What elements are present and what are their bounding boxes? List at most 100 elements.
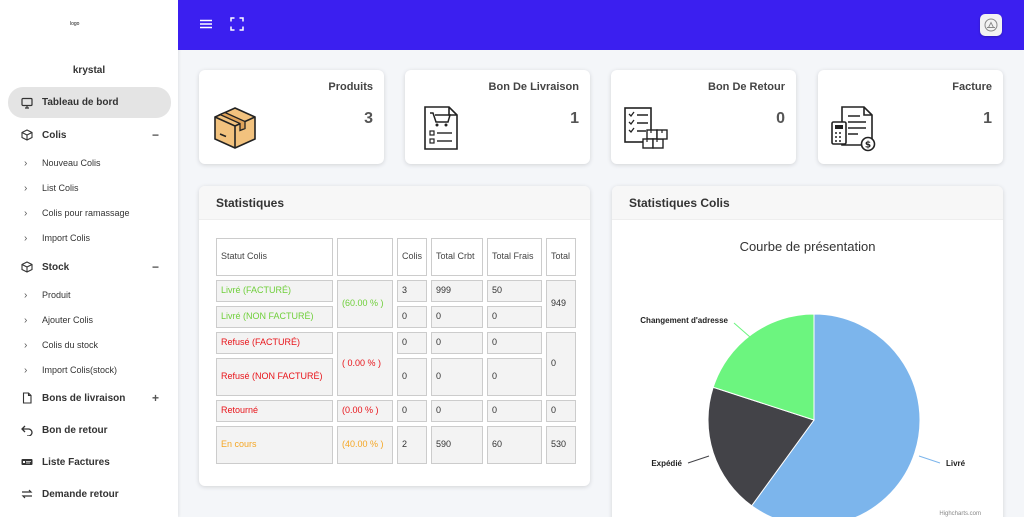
chevron-right-icon: ›: [24, 364, 28, 376]
status-retourne: Retourné: [216, 400, 333, 422]
expand-icon[interactable]: +: [151, 391, 159, 405]
cell-frais: 0: [487, 358, 543, 396]
cell-frais: 0: [487, 306, 543, 328]
pie-slice-changement-d-adresse[interactable]: [712, 313, 815, 421]
sidebar-item-label: Stock: [42, 261, 70, 273]
cell-crbt: 0: [431, 400, 484, 422]
card-value: 1: [983, 110, 992, 127]
chart-title: Courbe de présentation: [739, 239, 876, 254]
pie-connector: [733, 322, 751, 338]
cardboard-box-icon: [214, 107, 256, 149]
sidebar-subitem-nouveau-colis[interactable]: › Nouveau Colis: [8, 152, 171, 174]
cell-total: 0: [546, 332, 577, 396]
pie-connector: [918, 455, 941, 464]
box-icon: [20, 129, 34, 141]
sidebar-item-bon-retour[interactable]: Bon de retour: [8, 416, 171, 444]
header-total-crbt: Total Crbt: [431, 238, 484, 276]
pie-label: Expédié: [651, 459, 682, 468]
sidebar-subitem-produit[interactable]: › Produit: [8, 284, 171, 306]
cell-frais: 0: [487, 400, 543, 422]
card-bon-retour[interactable]: Bon De Retour 0: [611, 70, 796, 164]
checklist-boxes-icon: [624, 107, 668, 149]
cell-crbt: 590: [431, 426, 484, 464]
file-icon: [20, 392, 34, 404]
pie-slice-livr-[interactable]: [750, 313, 921, 517]
status-refuse-non-facture: Refusé (NON FACTURÉ): [216, 358, 333, 396]
sidebar-item-demande-retour[interactable]: Demande retour: [8, 480, 171, 508]
undo-arrow-icon: [20, 424, 34, 436]
cell-crbt: 0: [431, 306, 484, 328]
pie-chart: Livré Expédié Changement d'adresse: [640, 313, 966, 517]
panel-title: Statistiques: [216, 196, 285, 210]
cell-colis: 2: [397, 426, 428, 464]
percentage-livre: (60.00 % ): [337, 280, 393, 328]
card-title: Facture: [952, 81, 992, 93]
pie-label: Changement d'adresse: [640, 316, 728, 325]
cell-frais: 60: [487, 426, 543, 464]
fullscreen-icon[interactable]: [229, 16, 245, 32]
sidebar-subitem-list-colis[interactable]: › List Colis: [8, 177, 171, 199]
sidebar-item-dashboard[interactable]: Tableau de bord: [8, 87, 171, 118]
pie-slice-exp-di-[interactable]: [707, 386, 815, 507]
table-row: Refusé (FACTURÉ) ( 0.00 % ) 0 0 0 0: [216, 332, 577, 396]
status-livre-non-facture: Livré (NON FACTURÉ): [216, 306, 333, 328]
sidebar-item-label: Colis pour ramassage: [42, 208, 130, 218]
sidebar-item-stock[interactable]: Stock −: [8, 253, 171, 281]
header-total: Total: [546, 238, 577, 276]
chart-credits[interactable]: Highcharts.com: [939, 511, 981, 517]
table-row: Livré (FACTURÉ) (60.00 % ) 3 999 50 949: [216, 280, 577, 328]
sidebar-subitem-import-colis[interactable]: › Import Colis: [8, 227, 171, 249]
sidebar-subitem-ajouter-colis[interactable]: › Ajouter Colis: [8, 309, 171, 331]
sidebar: logo krystal Tableau de bord Colis − › No…: [0, 0, 178, 517]
exchange-icon: [20, 488, 34, 500]
collapse-icon[interactable]: −: [151, 128, 159, 142]
card-title: Bon De Livraison: [488, 81, 579, 93]
sidebar-item-label: Colis du stock: [42, 340, 99, 350]
sidebar-item-label: Import Colis: [42, 233, 91, 243]
sidebar-item-liste-factures[interactable]: Liste Factures: [8, 448, 171, 476]
sidebar-item-label: Import Colis(stock): [42, 365, 118, 375]
sidebar-item-label: Bon de retour: [42, 424, 108, 436]
card-value: 1: [570, 110, 579, 127]
card-value: 0: [776, 110, 785, 127]
table-header-row: Statut Colis Colis Total Crbt Total Frai…: [216, 238, 577, 276]
statistiques-table: Statut Colis Colis Total Crbt Total Frai…: [212, 234, 580, 468]
chevron-right-icon: ›: [24, 289, 28, 301]
sidebar-item-bons-livraison[interactable]: Bons de livraison +: [8, 384, 171, 412]
table-row: Retourné (0.00 % ) 0 0 0 0: [216, 400, 577, 422]
card-produits[interactable]: Produits 3: [199, 70, 384, 164]
collapse-icon[interactable]: −: [151, 260, 159, 274]
sidebar-item-colis[interactable]: Colis −: [8, 121, 171, 149]
invoice-calculator-icon: $: [831, 106, 876, 152]
sidebar-subitem-import-colis-stock[interactable]: › Import Colis(stock): [8, 359, 171, 381]
cell-colis: 0: [397, 400, 428, 422]
card-bon-livraison[interactable]: Bon De Livraison 1: [405, 70, 590, 164]
header-statut: Statut Colis: [216, 238, 333, 276]
menu-toggle-icon[interactable]: [198, 16, 214, 32]
sidebar-item-label: Ajouter Colis: [42, 315, 94, 325]
status-livre-facture: Livré (FACTURÉ): [216, 280, 333, 302]
svg-text:$: $: [865, 141, 871, 151]
table-row: Refusé (NON FACTURÉ) 0 0 0: [216, 358, 576, 396]
table-row: Livré (NON FACTURÉ) 0 0 0: [216, 306, 576, 328]
percentage-refuse: ( 0.00 % ): [337, 332, 393, 396]
table-row: En cours (40.00 % ) 2 590 60 530: [216, 426, 577, 464]
pie-label: Livré: [946, 459, 966, 468]
chevron-right-icon: ›: [24, 339, 28, 351]
sidebar-item-label: List Colis: [42, 183, 79, 193]
header-colis: Colis: [397, 238, 428, 276]
sidebar-subitem-colis-stock[interactable]: › Colis du stock: [8, 334, 171, 356]
card-title: Produits: [328, 81, 373, 93]
user-circle-icon: [984, 18, 998, 32]
sidebar-item-label: Nouveau Colis: [42, 158, 101, 168]
sidebar-subitem-colis-ramassage[interactable]: › Colis pour ramassage: [8, 202, 171, 224]
cell-colis: 3: [397, 280, 428, 302]
box-icon: [20, 261, 34, 273]
panel-header: Statistiques: [199, 186, 590, 220]
cell-crbt: 0: [431, 332, 484, 354]
sidebar-item-label: Colis: [42, 129, 67, 141]
cell-crbt: 999: [431, 280, 484, 302]
card-facture[interactable]: Facture 1 $: [818, 70, 1003, 164]
monitor-icon: [20, 97, 34, 109]
user-avatar-button[interactable]: [980, 14, 1002, 36]
